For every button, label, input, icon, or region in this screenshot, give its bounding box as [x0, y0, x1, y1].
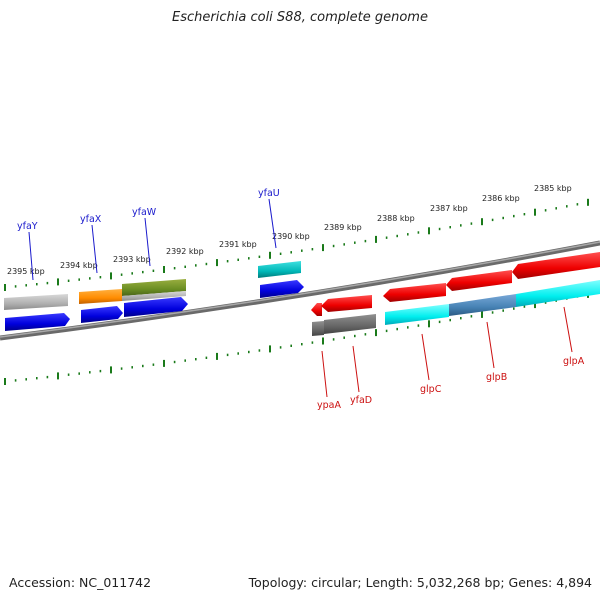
scale-label: 2390 kbp: [272, 232, 310, 241]
scale-label: 2391 kbp: [219, 240, 257, 249]
gene-label-glpC[interactable]: glpC: [420, 384, 442, 395]
gene-feature[interactable]: [122, 279, 186, 296]
gene-arrow[interactable]: [446, 270, 512, 291]
gene-label-yfaD[interactable]: yfaD: [350, 395, 372, 406]
gene-arrow[interactable]: [124, 297, 188, 317]
gene-feature[interactable]: [122, 291, 186, 301]
gene-arrow[interactable]: [512, 252, 600, 279]
accession-text: Accession: NC_011742: [9, 575, 152, 590]
gene-arrow[interactable]: [81, 306, 123, 323]
gene-arrow[interactable]: [321, 295, 372, 312]
scale-label: 2392 kbp: [166, 247, 204, 256]
gene-label-yfaU[interactable]: yfaU: [258, 188, 280, 199]
gene-arrow[interactable]: [383, 283, 446, 302]
map-title: Escherichia coli S88, complete genome: [172, 10, 428, 25]
scale-ticks-bottom: [4, 290, 589, 385]
bottom-gene-labels: ypaA yfaD glpC glpB glpA: [317, 306, 585, 411]
scale-label: 2385 kbp: [534, 184, 572, 193]
gene-feature[interactable]: [79, 289, 122, 304]
scale-label: 2393 kbp: [113, 255, 151, 264]
top-gene-labels: yfaY yfaX yfaW yfaU: [17, 188, 280, 281]
gene-arrow[interactable]: [311, 303, 322, 316]
scale-label: 2395 kbp: [7, 267, 45, 276]
gene-label-glpB[interactable]: glpB: [486, 372, 507, 383]
scale-label: 2388 kbp: [377, 214, 415, 223]
gene-label-yfaX[interactable]: yfaX: [80, 214, 102, 225]
scale-label: 2387 kbp: [430, 204, 468, 213]
gene-feature[interactable]: [324, 314, 376, 334]
gene-feature[interactable]: [516, 280, 600, 307]
gene-feature[interactable]: [312, 321, 324, 336]
gene-feature[interactable]: [258, 261, 301, 278]
reverse-strand-genes: [311, 252, 600, 336]
gene-label-glpA[interactable]: glpA: [563, 356, 585, 367]
scale-label: 2389 kbp: [324, 223, 362, 232]
gene-feature[interactable]: [4, 294, 68, 310]
scale-label: 2394 kbp: [60, 261, 98, 270]
gene-feature[interactable]: [385, 304, 449, 325]
gene-arrow[interactable]: [260, 280, 304, 298]
scale-label: 2386 kbp: [482, 194, 520, 203]
gene-label-ypaA[interactable]: ypaA: [317, 400, 341, 411]
gene-feature[interactable]: [449, 294, 516, 316]
genome-backbone: [0, 240, 600, 341]
gene-label-yfaW[interactable]: yfaW: [132, 207, 157, 218]
genome-summary-text: Topology: circular; Length: 5,032,268 bp…: [248, 575, 592, 590]
scale-labels: 2395 kbp 2394 kbp 2393 kbp 2392 kbp 2391…: [7, 184, 572, 276]
forward-strand-genes: [4, 261, 304, 331]
gene-label-yfaY[interactable]: yfaY: [17, 221, 38, 232]
gene-arrow[interactable]: [5, 313, 70, 331]
scale-ticks-top: [4, 198, 589, 291]
